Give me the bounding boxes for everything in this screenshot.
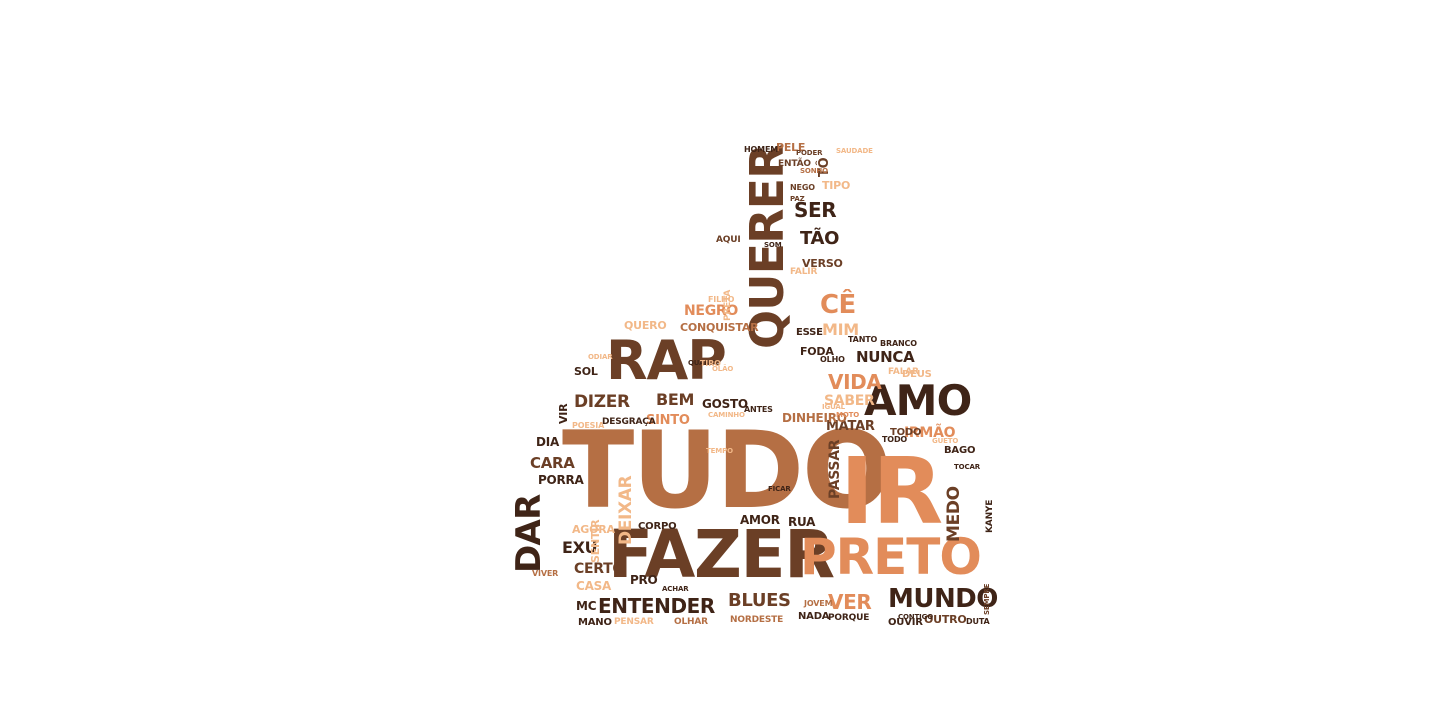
word-viver: VIVER xyxy=(532,569,559,578)
word-exu: EXU xyxy=(562,538,598,557)
word-som: SOM xyxy=(764,241,782,249)
word-sinto: SINTO xyxy=(646,413,690,428)
word-porque: PORQUE xyxy=(828,613,870,623)
word-todo: TODO xyxy=(890,427,922,438)
word-tipo: TIPO xyxy=(822,179,851,192)
word-bem: BEM xyxy=(656,390,695,409)
word-falir: FALIR xyxy=(790,267,818,277)
word-ficar: FICAR xyxy=(768,485,791,493)
word-vida: VIDA xyxy=(828,370,882,394)
word-ouvir: OUVIR xyxy=(888,617,923,628)
word-homem: HOMEM xyxy=(744,145,779,154)
word-foda: FODA xyxy=(800,345,834,358)
word-paz: PAZ xyxy=(790,195,805,203)
word-entao: ENTÃO xyxy=(778,159,811,169)
word-nego: NEGO xyxy=(790,183,815,192)
word-esse: ESSE xyxy=(796,327,823,338)
word-conquistar: CONQUISTAR xyxy=(680,321,759,334)
word-falar: FALAR xyxy=(888,367,919,377)
word-porra: PORRA xyxy=(538,473,584,487)
word-sonho: SONHO xyxy=(800,167,828,175)
word-ver: VER xyxy=(828,590,872,614)
word-mim: MIM xyxy=(822,320,859,339)
word-quanto: QUANTO xyxy=(688,359,721,367)
word-vir: VIR xyxy=(557,404,570,425)
word-filho: FILHO xyxy=(708,295,735,304)
word-bago: BAGO xyxy=(944,445,976,456)
word-gosto: GOSTO xyxy=(702,397,748,411)
word-dia: DIA xyxy=(536,435,559,449)
word-cara: CARA xyxy=(530,454,575,472)
word-odiar: ODIAR xyxy=(588,353,613,361)
word-antes: ANTES xyxy=(744,405,773,414)
word-fazer: FAZER xyxy=(608,516,835,593)
word-pro: PRO xyxy=(630,573,658,587)
word-blues: BLUES xyxy=(728,590,791,611)
word-entender: ENTENDER xyxy=(598,594,715,618)
word-deixar: DEIXAR xyxy=(616,476,636,546)
word-preto: PRETO xyxy=(800,528,982,586)
word-igual: IGUAL xyxy=(822,403,845,411)
word-sol: SOL xyxy=(574,365,598,378)
word-saber: SABER xyxy=(824,393,875,409)
word-agora: AGORA xyxy=(572,523,615,536)
word-desgraca: DESGRAÇA xyxy=(602,417,656,427)
word-sempre: SEMPRE xyxy=(983,584,991,616)
word-quero: QUERO xyxy=(624,319,667,332)
word-kanye: KANYE xyxy=(985,500,995,534)
word-todo: TODO xyxy=(882,435,908,444)
word-corpo: CORPO xyxy=(638,521,677,532)
word-rap: RAP xyxy=(606,329,727,392)
word-rua: RUA xyxy=(788,515,816,529)
word-nada: NADA xyxy=(798,611,830,622)
word-tanto: TANTO xyxy=(848,335,878,344)
word-ce: CÊ xyxy=(820,290,856,320)
word-pensar: PENSAR xyxy=(614,617,654,627)
word-verso: VERSO xyxy=(802,257,843,270)
word-casa: CASA xyxy=(576,579,612,593)
word-ir: iR xyxy=(840,438,943,545)
word-amo: AMO xyxy=(864,376,972,425)
word-dar: DAR xyxy=(509,494,549,573)
word-amor: AMOR xyxy=(740,513,780,527)
word-poesia: POESIA xyxy=(572,421,605,430)
word-mano: MANO xyxy=(578,617,612,628)
word-pele: PELE xyxy=(776,141,806,154)
word-matar: MATAR xyxy=(826,419,875,434)
word-olao: OLÃO xyxy=(712,365,734,373)
word-tudo: TUDO xyxy=(562,409,892,532)
word-negro: NEGRO xyxy=(684,303,739,319)
word-poder: PODER xyxy=(796,149,823,157)
word-dinheiro: DINHEIRO xyxy=(782,411,847,425)
word-tempo: TEMPO xyxy=(706,447,733,455)
word-duta: DUTA xyxy=(966,617,990,626)
word-passar: PASSAR xyxy=(827,440,843,500)
word-achar: ACHAR xyxy=(662,585,689,593)
word-tocar: TOCAR xyxy=(954,463,980,471)
word-ser: SER xyxy=(794,198,837,222)
word-gueto: GUETO xyxy=(932,437,959,445)
word-saudade: SAUDADE xyxy=(836,147,873,155)
word-certo: CERTO xyxy=(574,561,625,577)
word-olhar: OLHAR xyxy=(674,617,708,627)
word-contigo: CONTIGO xyxy=(898,613,934,621)
word-caminho: CAMINHO xyxy=(708,411,745,419)
word-deus: DEUS xyxy=(902,369,932,380)
word-mundo: MUNDO xyxy=(888,584,998,614)
word-outro: OUTRO xyxy=(924,613,967,626)
word-medo: MEDO xyxy=(944,486,964,542)
word-tao: TÃO xyxy=(800,228,840,249)
word-mc: MC xyxy=(576,599,597,613)
word-moto: MOTO xyxy=(836,411,860,419)
word-aqui: AQUI xyxy=(716,235,741,245)
word-dizer: DIZER xyxy=(574,392,630,412)
word-olho: OLHO xyxy=(820,355,845,364)
word-tiro: TIRO xyxy=(700,359,721,368)
word-branco: BRANCO xyxy=(880,339,917,348)
word-jovem: JOVEM xyxy=(804,599,833,608)
word-irmao: IRMÃO xyxy=(904,425,956,441)
word-nunca: NUNCA xyxy=(856,348,915,366)
word-nordeste: NORDESTE xyxy=(730,615,784,625)
